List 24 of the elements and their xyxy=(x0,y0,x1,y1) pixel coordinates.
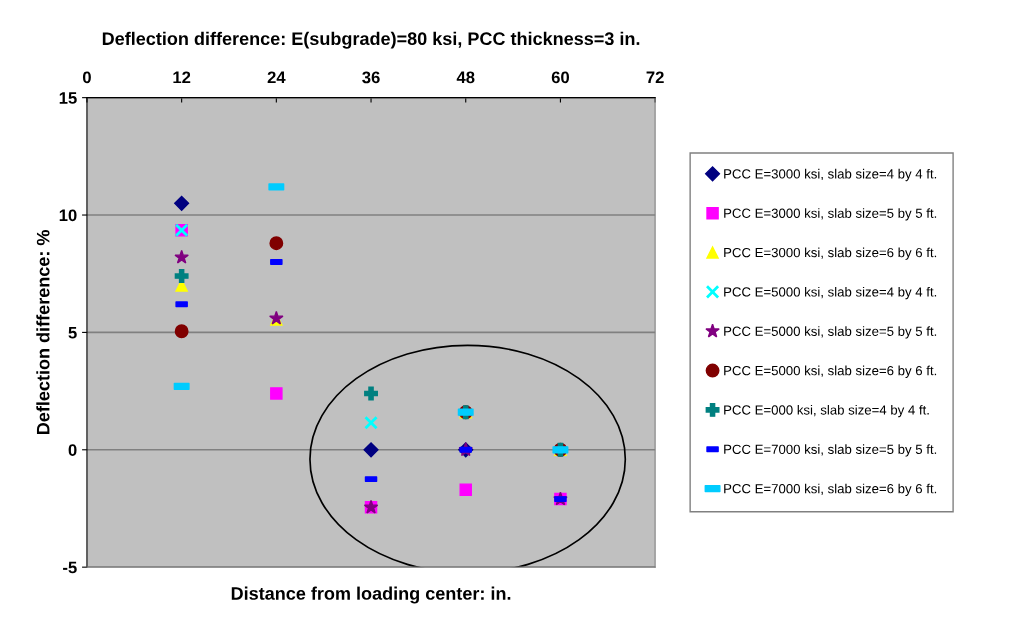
y-tick-label: 5 xyxy=(68,326,77,339)
legend-label: PCC E=000 ksi, slab size=4 by 4 ft. xyxy=(724,404,929,418)
y-tick-label: 10 xyxy=(59,209,77,222)
legend-label: PCC E=7000 ksi, slab size=5 by 5 ft. xyxy=(724,444,937,457)
legend-label: PCC E=3000 ksi, slab size=5 by 5 ft. xyxy=(724,208,937,221)
legend-label: PCC E=3000 ksi, slab size=6 by 6 ft. xyxy=(724,247,937,260)
x-tick-label: 12 xyxy=(173,71,191,84)
legend-label: PCC E=5000 ksi, slab size=5 by 5 ft. xyxy=(724,326,937,339)
y-tick-label: 0 xyxy=(68,444,77,456)
x-tick-label: 48 xyxy=(456,71,475,84)
legend-label: PCC E=5000 ksi, slab size=6 by 6 ft. xyxy=(724,365,937,378)
y-tick-label: -5 xyxy=(63,561,77,574)
chart-title: Deflection difference: E(subgrade)=80 ksi, PCC thickness=3 in. xyxy=(102,31,640,49)
legend-label: PCC E=5000 ksi, slab size=4 by 4 ft. xyxy=(724,286,937,300)
y-axis-title: Deflection difference: % xyxy=(36,230,50,435)
legend-label: PCC E=3000 ksi, slab size=4 by 4 ft. xyxy=(724,168,937,182)
x-tick-label: 72 xyxy=(646,71,664,84)
x-tick-label: 0 xyxy=(82,71,91,84)
legend-label: PCC E=7000 ksi, slab size=6 by 6 ft. xyxy=(724,483,937,496)
x-tick-label: 36 xyxy=(362,71,380,84)
x-tick-label: 60 xyxy=(551,71,570,84)
y-tick-label: 15 xyxy=(59,92,77,104)
x-axis-title: Distance from loading center: in. xyxy=(231,586,511,604)
x-tick-label: 24 xyxy=(267,71,286,84)
